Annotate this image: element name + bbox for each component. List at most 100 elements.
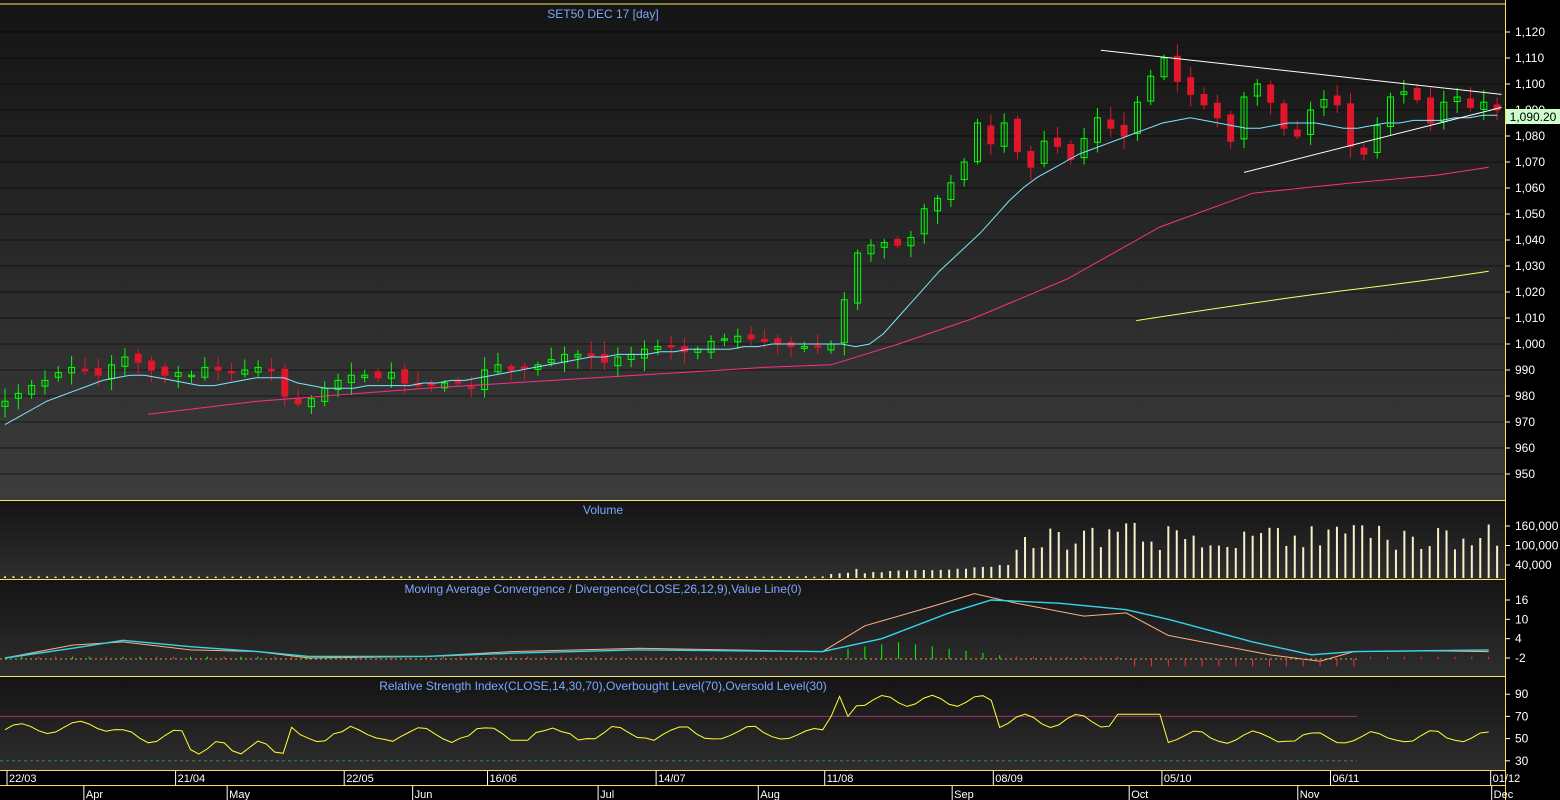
candle <box>601 341 609 371</box>
candle-body <box>1480 101 1488 110</box>
candle <box>174 365 182 389</box>
candle-body <box>947 182 955 200</box>
candle-body <box>974 122 982 163</box>
candle <box>94 358 102 386</box>
volume-tick-label: 40,000 <box>1515 558 1552 572</box>
candle <box>960 158 968 187</box>
candle <box>854 249 862 310</box>
candle <box>1173 44 1181 92</box>
candle <box>254 360 262 377</box>
candle <box>401 363 409 394</box>
candle <box>987 115 995 156</box>
candle-body <box>1227 114 1235 142</box>
candle-body <box>441 382 449 389</box>
candle-body <box>614 356 622 367</box>
candle <box>1320 90 1328 116</box>
x-date-label: 08/09 <box>995 773 1023 785</box>
candle-body <box>667 344 675 348</box>
ma-short-line <box>4 114 1498 426</box>
x-month-label: Aug <box>760 789 780 800</box>
y-tick-label: 960 <box>1515 441 1535 455</box>
rsi-line <box>4 694 1489 755</box>
candle-body <box>854 252 862 304</box>
trendline <box>1100 49 1502 95</box>
candle-body <box>1387 96 1395 127</box>
candle <box>1014 115 1022 160</box>
candle-body <box>800 346 808 349</box>
candle-body <box>880 242 888 248</box>
candle-body <box>361 374 369 379</box>
candle-body <box>1080 138 1088 159</box>
candle-body <box>427 382 435 387</box>
y-tick-label: 970 <box>1515 415 1535 429</box>
last-price-label: 1,090.20 <box>1510 110 1557 124</box>
volume-panel-bg <box>0 501 1505 579</box>
y-tick-label: 1,000 <box>1515 337 1545 351</box>
candle <box>1426 87 1434 131</box>
x-month-label: Jul <box>600 789 614 800</box>
candle <box>1160 54 1168 81</box>
y-tick-label: 1,040 <box>1515 233 1545 247</box>
candle-body <box>894 238 902 246</box>
candle-body <box>734 335 742 343</box>
candle <box>1200 87 1208 110</box>
candle <box>214 356 222 381</box>
candle-body <box>1307 109 1315 135</box>
x-month-label: May <box>229 789 250 800</box>
x-month-label: Sep <box>954 789 974 800</box>
candle-body <box>214 366 222 371</box>
trendline <box>1243 106 1502 173</box>
last-price-badge <box>1506 109 1560 124</box>
candle <box>920 203 928 244</box>
candle-body <box>281 368 289 397</box>
candle-body <box>960 161 968 180</box>
candle-body <box>267 368 275 372</box>
candle <box>1240 92 1248 148</box>
x-date-label: 14/07 <box>658 773 686 785</box>
y-tick-label: 1,010 <box>1515 311 1545 325</box>
candle <box>188 370 196 383</box>
candle <box>1227 110 1235 149</box>
x-date-label: 11/08 <box>827 773 854 785</box>
rsi-title: Relative Strength Index(CLOSE,14,30,70),… <box>379 679 827 693</box>
candle-body <box>494 364 502 373</box>
candle <box>521 362 529 380</box>
candle <box>1107 107 1115 137</box>
candle <box>121 348 129 376</box>
candle-body <box>387 372 395 379</box>
candle <box>134 348 142 375</box>
macd-title: Moving Average Convergence / Divergence(… <box>404 582 801 596</box>
candle <box>1360 143 1368 161</box>
candle <box>41 370 49 395</box>
candle-body <box>1187 77 1195 95</box>
y-tick-label: 980 <box>1515 389 1535 403</box>
candle-body <box>1280 103 1288 129</box>
candle-body <box>1173 55 1181 82</box>
candle-body <box>934 197 942 212</box>
candle <box>467 376 475 397</box>
candle-body <box>654 346 662 351</box>
candle-body <box>1160 57 1168 78</box>
x-date-label: 16/06 <box>490 773 518 785</box>
candle <box>28 379 36 399</box>
candle-body <box>347 374 355 384</box>
macd-panel-bg <box>0 580 1505 676</box>
candle <box>1067 140 1075 165</box>
candle-body <box>987 125 995 145</box>
candle <box>361 369 369 383</box>
candle <box>667 335 675 360</box>
candle <box>880 238 888 259</box>
candle <box>1413 83 1421 104</box>
volume-tick-label: 100,000 <box>1515 539 1559 553</box>
candle <box>1120 112 1128 149</box>
x-date-label: 22/05 <box>346 773 374 785</box>
y-tick-label: 990 <box>1515 363 1535 377</box>
candle <box>148 355 156 383</box>
candle-body <box>161 366 169 376</box>
x-date-label: 01/12 <box>1493 773 1521 785</box>
candle <box>720 333 728 347</box>
candle-body <box>241 369 249 375</box>
candle-body <box>1093 117 1101 143</box>
candle <box>547 347 555 367</box>
